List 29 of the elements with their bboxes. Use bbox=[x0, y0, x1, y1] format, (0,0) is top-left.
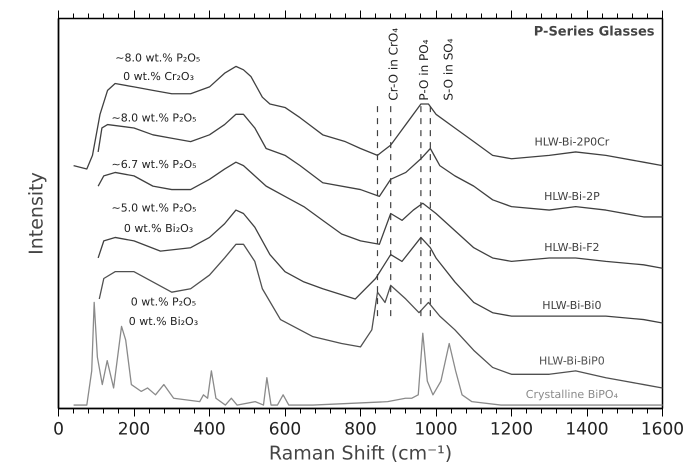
text: ~8.0 wt.% P₂O₅ bbox=[115, 51, 200, 64]
series-label: HLW-Bi-BiP0 bbox=[538, 354, 605, 368]
x-tick-label: 600 bbox=[268, 420, 302, 440]
x-tick-label: 0 bbox=[53, 420, 64, 440]
x-tick-label: 400 bbox=[193, 420, 226, 440]
x-tick-label: 800 bbox=[344, 420, 377, 440]
series-label: HLW-Bi-2P0Cr bbox=[534, 135, 610, 148]
annotation: 0 wt.% Bi₂O₃ bbox=[128, 315, 198, 328]
annotation: 0 wt.% Bi₂O₃ bbox=[124, 222, 194, 235]
series-label: HLW-Bi-F2 bbox=[544, 240, 600, 254]
x-axis-title: Raman Shift (cm⁻¹) bbox=[268, 442, 452, 464]
x-tick-label: 1000 bbox=[414, 420, 458, 440]
x-tick-label: 1200 bbox=[490, 420, 534, 440]
annotation: 0 wt.% P₂O₅ bbox=[130, 295, 196, 308]
ref-line-label: S-O in SO₄ bbox=[441, 38, 456, 101]
y-axis-title: Intensity bbox=[26, 172, 48, 255]
annotation: ~8.0 wt.% P₂O₅ bbox=[111, 111, 197, 124]
annotation: ~5.0 wt.% P₂O₅ bbox=[111, 201, 197, 214]
x-tick-label: 1400 bbox=[565, 420, 609, 440]
x-tick-label: 200 bbox=[118, 420, 150, 440]
x-tick-label: 1600 bbox=[640, 420, 684, 440]
series-label: HLW-Bi-Bi0 bbox=[542, 299, 602, 312]
ref-line-label: P-O in PO₄ bbox=[416, 39, 431, 101]
ref-line-label: Cr-O in CrO₄ bbox=[386, 28, 401, 101]
annotation: ~6.7 wt.% P₂O₅ bbox=[111, 158, 197, 171]
series-label: Crystalline BiPO₄ bbox=[526, 388, 619, 402]
chart-title: P-Series Glasses bbox=[534, 24, 655, 40]
annotation: 0 wt.% Cr₂O₃ bbox=[123, 70, 194, 83]
series-label: HLW-Bi-2P bbox=[544, 190, 600, 204]
